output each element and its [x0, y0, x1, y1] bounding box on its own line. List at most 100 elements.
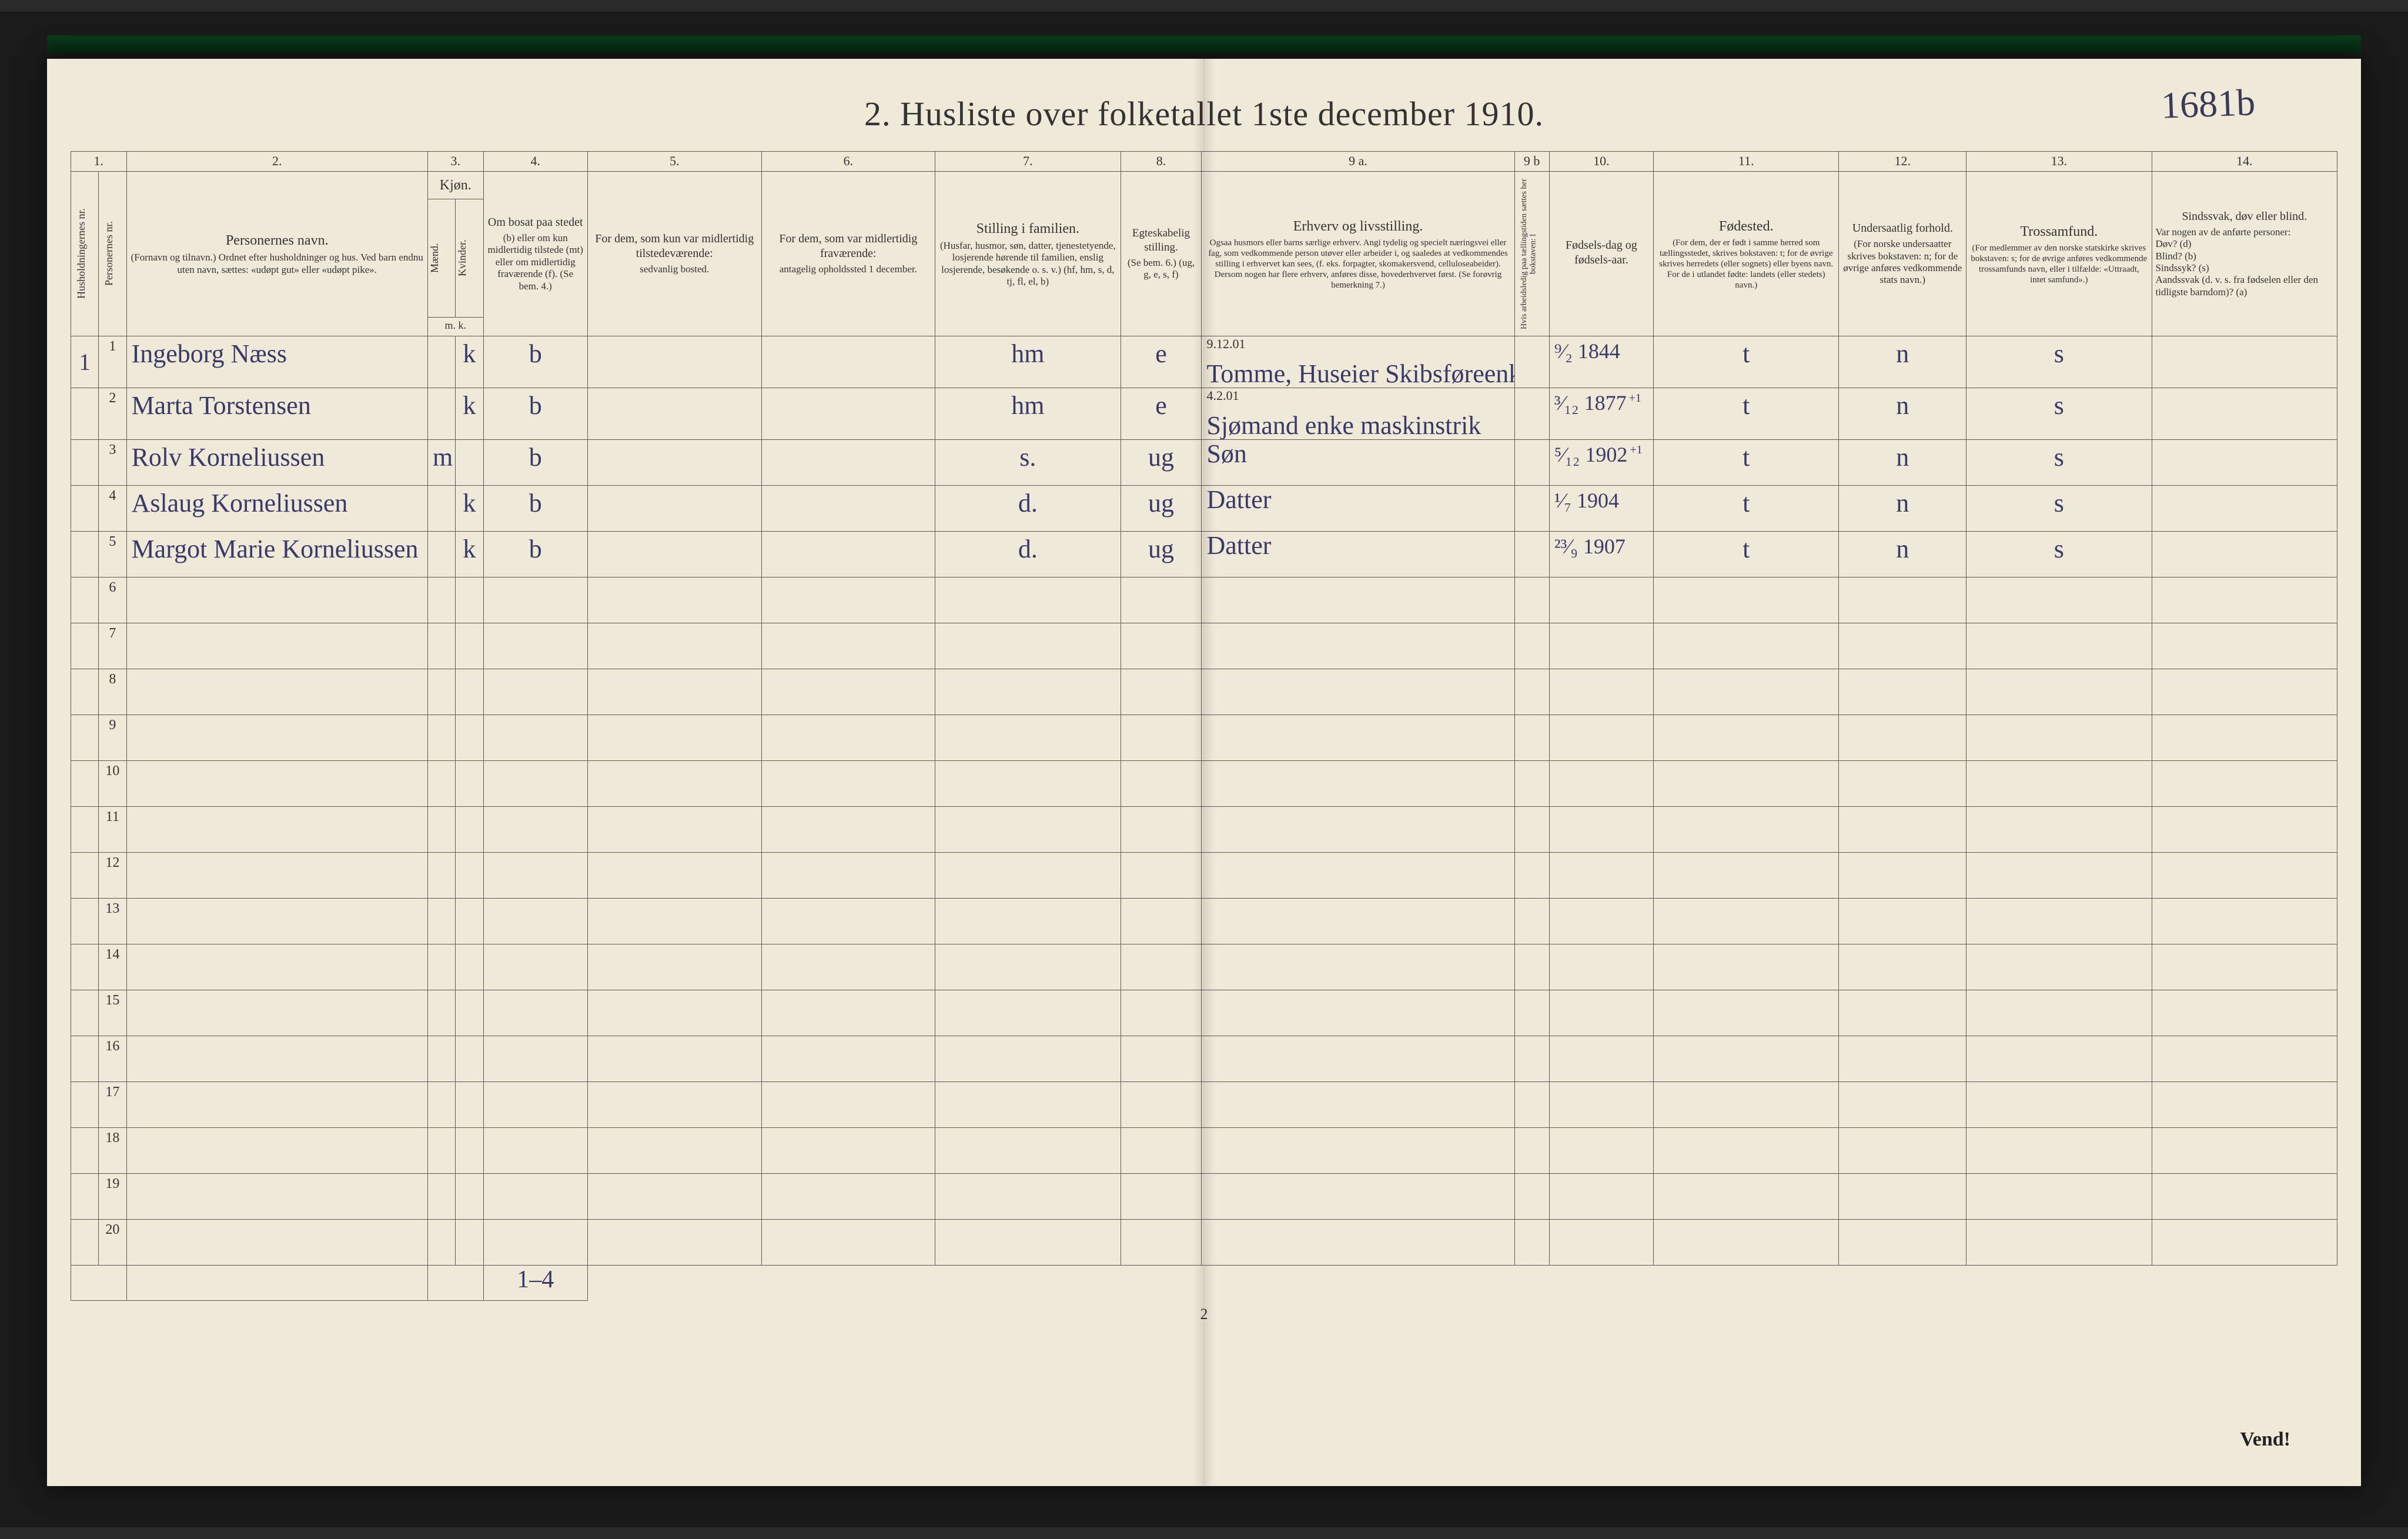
cell-blank: [2152, 761, 2337, 807]
cell-blank: [1839, 1220, 1966, 1266]
colnum-2: 2.: [126, 152, 427, 172]
footer-blank-rest: [587, 1266, 2337, 1301]
cell-blank: [1202, 990, 1514, 1036]
cell-blank: [761, 1082, 935, 1128]
cell-blank: [71, 807, 99, 853]
colnum-9a: 9 a.: [1202, 152, 1514, 172]
cell-blank: [761, 761, 935, 807]
cell-blank: [483, 1036, 587, 1082]
cell-person-nr: 6: [99, 577, 126, 623]
cell-blank: [587, 623, 761, 669]
cell-blank: [126, 1220, 427, 1266]
cell-blank: [427, 944, 455, 990]
colnum-12: 12.: [1839, 152, 1966, 172]
cell-blank: [587, 1220, 761, 1266]
cell-blank: [1966, 669, 2152, 715]
table-row-empty: 16: [71, 1036, 2337, 1082]
cell-blank: [1654, 1036, 1839, 1082]
cell-blank: [483, 715, 587, 761]
cell-blank: [71, 899, 99, 944]
cell-blank: [427, 899, 455, 944]
cell-unemployed: [1514, 336, 1549, 388]
cell-blank: [456, 1036, 483, 1082]
cell-sex-m: m: [427, 440, 455, 486]
cell-blank: [483, 1174, 587, 1220]
hdr-person-nr-label: Personernes nr.: [102, 174, 116, 333]
cell-residence: b: [483, 486, 587, 532]
hdr-female-label: Kvinder.: [456, 199, 470, 317]
cell-blank: [1549, 577, 1653, 623]
cell-blank: [587, 1082, 761, 1128]
turn-page-label: Vend!: [2240, 1428, 2290, 1451]
cell-unemployed: [1514, 440, 1549, 486]
cell-temp-present: [587, 336, 761, 388]
cell-person-nr: 5: [99, 532, 126, 577]
cell-blank: [483, 1082, 587, 1128]
cell-disability: [2152, 440, 2337, 486]
cell-blank: [1966, 807, 2152, 853]
cell-blank: [1966, 1082, 2152, 1128]
cell-blank: [1654, 944, 1839, 990]
cell-temp-present: [587, 486, 761, 532]
cell-religion: s: [1966, 440, 2152, 486]
hdr-family-position: Stilling i familien. (Husfar, husmor, sø…: [935, 172, 1121, 336]
cell-blank: [1839, 1082, 1966, 1128]
cell-blank: [71, 715, 99, 761]
cell-marital: ug: [1121, 532, 1202, 577]
cell-blank: [483, 807, 587, 853]
cell-blank: [935, 577, 1121, 623]
cell-blank: [1839, 990, 1966, 1036]
cell-blank: [587, 669, 761, 715]
cell-blank: [71, 577, 99, 623]
cell-blank: [1966, 715, 2152, 761]
cell-disability: [2152, 532, 2337, 577]
cell-birthdate: ⁵⁄₁₂ 1902+1: [1549, 440, 1653, 486]
cell-blank: [1549, 1174, 1653, 1220]
cell-blank: [1121, 623, 1202, 669]
table-row-empty: 19: [71, 1174, 2337, 1220]
cell-sex-m: [427, 388, 455, 440]
table-row-empty: 11: [71, 807, 2337, 853]
cell-blank: [1549, 990, 1653, 1036]
hdr-disability: Sindssvak, døv eller blind. Var nogen av…: [2152, 172, 2337, 336]
cell-blank: [1202, 1174, 1514, 1220]
footer-blank-1: [71, 1266, 127, 1301]
cell-blank: [427, 715, 455, 761]
cell-person-nr: 18: [99, 1128, 126, 1174]
cell-blank: [1549, 944, 1653, 990]
cell-blank: [456, 990, 483, 1036]
table-row: 2Marta Torstensenkbhme4.2.01Sjømand enke…: [71, 388, 2337, 440]
cell-birthplace: t: [1654, 486, 1839, 532]
cell-blank: [1966, 899, 2152, 944]
cell-sex-m: [427, 532, 455, 577]
cell-person-nr: 7: [99, 623, 126, 669]
cell-person-nr: 1: [99, 336, 126, 388]
cell-blank: [935, 623, 1121, 669]
cell-blank: [1121, 1082, 1202, 1128]
cell-blank: [1121, 1128, 1202, 1174]
cell-blank: [1202, 715, 1514, 761]
cell-blank: [1121, 807, 1202, 853]
cell-occupation: Søn: [1202, 440, 1514, 486]
cell-blank: [483, 944, 587, 990]
cell-blank: [1121, 944, 1202, 990]
hdr-occupation: Erhverv og livsstilling. Ogsaa husmors e…: [1202, 172, 1514, 336]
cell-blank: [456, 761, 483, 807]
cell-blank: [761, 1220, 935, 1266]
cell-blank: [761, 899, 935, 944]
hdr-family-position-sub: (Husfar, husmor, søn, datter, tjenestety…: [939, 240, 1116, 288]
cell-blank: [2152, 1128, 2337, 1174]
hdr-sex: Kjøn. Mænd. Kvinder. m. k.: [427, 172, 483, 336]
hdr-name: Personernes navn. (Fornavn og tilnavn.) …: [126, 172, 427, 336]
cell-person-nr: 4: [99, 486, 126, 532]
cell-family-pos: d.: [935, 532, 1121, 577]
hdr-temp-absent: For dem, som var midlertidig fraværende:…: [761, 172, 935, 336]
cell-blank: [1514, 577, 1549, 623]
cell-name: Rolv Korneliussen: [126, 440, 427, 486]
cell-blank: [1966, 1128, 2152, 1174]
binding-strip: [47, 35, 2361, 53]
cell-birthdate: ¹⁄₇ 1904: [1549, 486, 1653, 532]
census-table: 1. 2. 3. 4. 5. 6. 7. 8. 9 a. 9 b 10. 11.…: [71, 151, 2337, 1301]
cell-blank: [2152, 669, 2337, 715]
table-row-empty: 14: [71, 944, 2337, 990]
